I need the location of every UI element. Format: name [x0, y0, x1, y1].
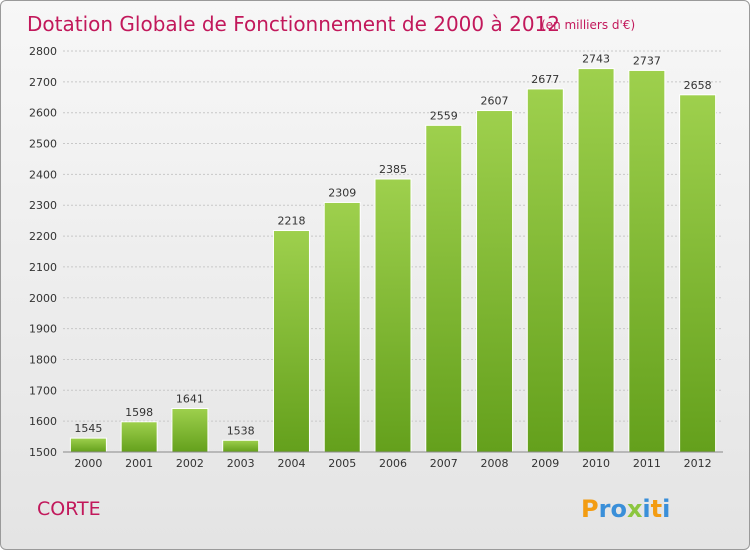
data-label-2002: 1641 — [176, 393, 204, 406]
x-tick-label: 2010 — [582, 457, 610, 470]
data-label-2011: 2737 — [633, 54, 661, 67]
y-tick-label: 1800 — [29, 353, 57, 366]
x-tick-label: 2002 — [176, 457, 204, 470]
data-label-2004: 2218 — [277, 215, 305, 228]
y-tick-label: 1700 — [29, 384, 57, 397]
logo-letter: o — [610, 495, 627, 523]
logo-letter: P — [581, 495, 599, 523]
x-tick-label: 2011 — [633, 457, 661, 470]
bar-2000 — [69, 437, 107, 453]
bar-2005 — [323, 201, 361, 453]
y-tick-label: 2000 — [29, 292, 57, 305]
x-tick-label: 2004 — [277, 457, 305, 470]
x-tick-label: 2006 — [379, 457, 407, 470]
bar-2004 — [272, 230, 310, 453]
bar-2010 — [577, 68, 615, 453]
y-tick-label: 1900 — [29, 323, 57, 336]
data-label-2001: 1598 — [125, 406, 153, 419]
x-tick-label: 2005 — [328, 457, 356, 470]
x-axis-ticks: 2000 2001 2002 2003 2004 2005 2006 2007 2008 2009… — [63, 451, 723, 470]
x-tick-label: 2008 — [481, 457, 509, 470]
bar-2003 — [222, 439, 260, 453]
y-tick-label: 2700 — [29, 76, 57, 89]
data-label-2008: 2607 — [481, 95, 509, 108]
y-tick-label: 2200 — [29, 230, 57, 243]
gridlines — [63, 50, 723, 453]
bar-2009 — [526, 88, 564, 453]
data-label-2003: 1538 — [227, 424, 255, 437]
chart-title: Dotation Globale de Fonctionnement de 20… — [27, 12, 560, 36]
y-tick-label: 2300 — [29, 199, 57, 212]
y-tick-label: 2500 — [29, 138, 57, 151]
data-label-2005: 2309 — [328, 186, 356, 199]
x-tick-label: 2012 — [684, 457, 712, 470]
bar-2011 — [628, 69, 666, 453]
y-tick-label: 1600 — [29, 415, 57, 428]
data-label-2009: 2677 — [531, 73, 559, 86]
logo-letter: r — [599, 495, 611, 523]
y-tick-label: 1500 — [29, 446, 57, 459]
bar-2006 — [374, 178, 412, 453]
data-label-2006: 2385 — [379, 163, 407, 176]
bar-2007 — [425, 124, 463, 453]
data-label-2012: 2658 — [684, 79, 712, 92]
x-tick-label: 2009 — [531, 457, 559, 470]
y-tick-label: 2600 — [29, 107, 57, 120]
logo-letter: x — [627, 495, 643, 523]
bar-2008 — [476, 110, 514, 453]
x-tick-label: 2001 — [125, 457, 153, 470]
logo-letter: i — [642, 495, 650, 523]
x-tick-label: 2007 — [430, 457, 458, 470]
logo-letter: i — [662, 495, 670, 523]
x-tick-label: 2000 — [74, 457, 102, 470]
bar-2002 — [171, 408, 209, 453]
bar-2001 — [120, 421, 158, 453]
y-tick-label: 2400 — [29, 168, 57, 181]
commune-name: CORTE — [37, 498, 101, 520]
x-tick-label: 2003 — [227, 457, 255, 470]
y-axis-ticks: 1500 1600 1700 1800 1900 2000 2100 2200 2300 2400… — [29, 45, 57, 459]
proxiti-logo: Proxiti — [581, 495, 670, 523]
data-label-2010: 2743 — [582, 53, 610, 66]
y-tick-label: 2100 — [29, 261, 57, 274]
bars: 1545 1598 1641 1538 2218 2309 2385 2559 2607 2677… — [69, 53, 717, 453]
data-label-2000: 1545 — [74, 422, 102, 435]
logo-letter: t — [651, 495, 662, 523]
chart-subtitle: (en milliers d'€) — [541, 18, 635, 32]
y-tick-label: 2800 — [29, 45, 57, 58]
data-label-2007: 2559 — [430, 109, 458, 122]
bar-2012 — [679, 94, 717, 453]
